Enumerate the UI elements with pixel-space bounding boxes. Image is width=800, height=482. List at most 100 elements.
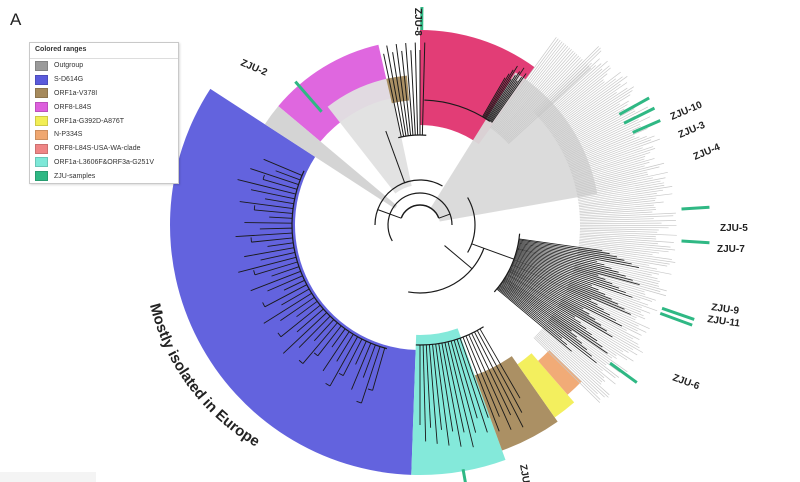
gray-tip-line: [547, 320, 607, 366]
branch-line: [372, 347, 386, 391]
gray-tip-line: [572, 271, 646, 295]
branch-line: [497, 287, 563, 339]
branch-line: [302, 322, 338, 364]
gray-tip-line: [579, 226, 669, 229]
gray-tip-line: [536, 62, 592, 116]
gray-tip-line: [549, 318, 611, 364]
branch-line: [280, 304, 321, 338]
gray-tip-line: [562, 297, 627, 331]
branch-line: [410, 50, 416, 136]
branch-arc: [291, 170, 388, 350]
branch-line: [262, 178, 298, 190]
branch-arc: [262, 174, 265, 180]
legend-swatch: [35, 129, 48, 140]
tree-branches: [235, 42, 640, 448]
branch-line: [250, 189, 295, 200]
gray-tip-line: [552, 92, 617, 136]
gray-tip-line: [551, 315, 613, 359]
branch-line: [488, 67, 525, 122]
gray-tip-line: [546, 81, 605, 128]
legend-item: ORF8-L84S: [30, 100, 178, 114]
gray-tip-line: [575, 262, 659, 285]
gray-tip-line: [540, 329, 603, 383]
legend-label: ORF8-L84S-USA-WA-clade: [54, 145, 141, 153]
gray-tip-line: [576, 177, 653, 194]
gray-tip-line: [560, 300, 634, 340]
gray-tip-line: [564, 116, 651, 158]
gray-tip-line: [542, 65, 610, 123]
branch-line: [508, 270, 584, 310]
gray-tip-line: [571, 146, 654, 175]
branch-line: [296, 308, 324, 333]
legend-item: ORF1a-L3606F&ORF3a-G251V: [30, 156, 178, 170]
gray-tip-line: [565, 126, 641, 160]
gray-tip-line: [533, 337, 601, 403]
legend-swatch: [35, 102, 48, 113]
gray-tip-line: [540, 60, 608, 120]
legend-item: ORF1a-V378I: [30, 87, 178, 101]
gray-tip-line: [492, 39, 561, 130]
gray-tip-line: [550, 317, 628, 373]
branch-line: [483, 73, 510, 118]
gray-tip-line: [557, 100, 629, 144]
gray-tip-line: [579, 231, 677, 236]
branch-line: [267, 242, 294, 247]
branch-arc: [467, 197, 476, 253]
legend-item: ORF1a-G392D-A876T: [30, 114, 178, 128]
gray-tip-line: [549, 76, 628, 133]
branch-line: [516, 251, 599, 276]
legend-label: ORF1a-V378I: [54, 89, 98, 97]
branch-line: [476, 330, 523, 413]
gray-tip-line: [551, 82, 628, 135]
gray-tip-line: [538, 331, 610, 396]
gray-tip-line: [579, 220, 676, 223]
branch-line: [401, 50, 412, 136]
branch-line: [506, 274, 607, 332]
branch-arc: [277, 332, 282, 338]
legend-swatch: [35, 171, 48, 182]
sample-label: ZJU-9: [711, 302, 740, 317]
branch-line: [505, 276, 581, 324]
branch-line: [514, 256, 633, 298]
gray-tip-line: [508, 67, 592, 145]
gray-tip-line: [573, 158, 655, 182]
gray-tip-line: [558, 104, 628, 145]
legend-item: ORF8-L84S-USA-WA-clade: [30, 142, 178, 156]
branch-line: [405, 43, 414, 136]
gray-tip-line: [559, 302, 640, 349]
gray-tip-line: [537, 58, 600, 117]
sector-red-clade: [420, 30, 535, 145]
zju-marker: [461, 468, 467, 482]
gray-tip-line: [579, 204, 654, 212]
legend-label: S-D614G: [54, 76, 84, 84]
branch-line: [462, 336, 500, 432]
zju-marker: [294, 80, 323, 113]
branch-line: [516, 248, 626, 277]
gray-tip-line: [578, 193, 673, 206]
gray-tip-line: [494, 42, 565, 132]
branch-line: [507, 272, 596, 321]
sector-n-p334s: [538, 350, 582, 395]
gray-tip-line: [495, 44, 567, 132]
branch-line: [244, 222, 293, 224]
gray-tip-line: [535, 334, 598, 395]
legend-label: N-P334S: [54, 131, 83, 139]
branch-arc: [400, 204, 440, 219]
gray-tip-line: [578, 247, 676, 263]
branch-line: [513, 260, 612, 300]
sample-label: ZJU-8: [412, 8, 423, 36]
sample-label: ZJU-4: [692, 142, 722, 163]
gray-tip-line: [502, 57, 581, 139]
branch-arc: [374, 179, 443, 226]
sector-orf1a-v378i: [474, 356, 558, 451]
panel-letter: A: [10, 10, 22, 29]
gray-tip-line: [536, 333, 605, 398]
gray-tip-line: [572, 148, 656, 176]
branch-arc: [367, 388, 373, 391]
branch-line: [471, 333, 512, 416]
branch-line: [509, 268, 617, 321]
gray-tip-line: [563, 120, 631, 155]
sample-label: ZJU-6: [671, 372, 701, 392]
branch-line: [414, 42, 419, 136]
gray-tip-line: [574, 265, 667, 292]
